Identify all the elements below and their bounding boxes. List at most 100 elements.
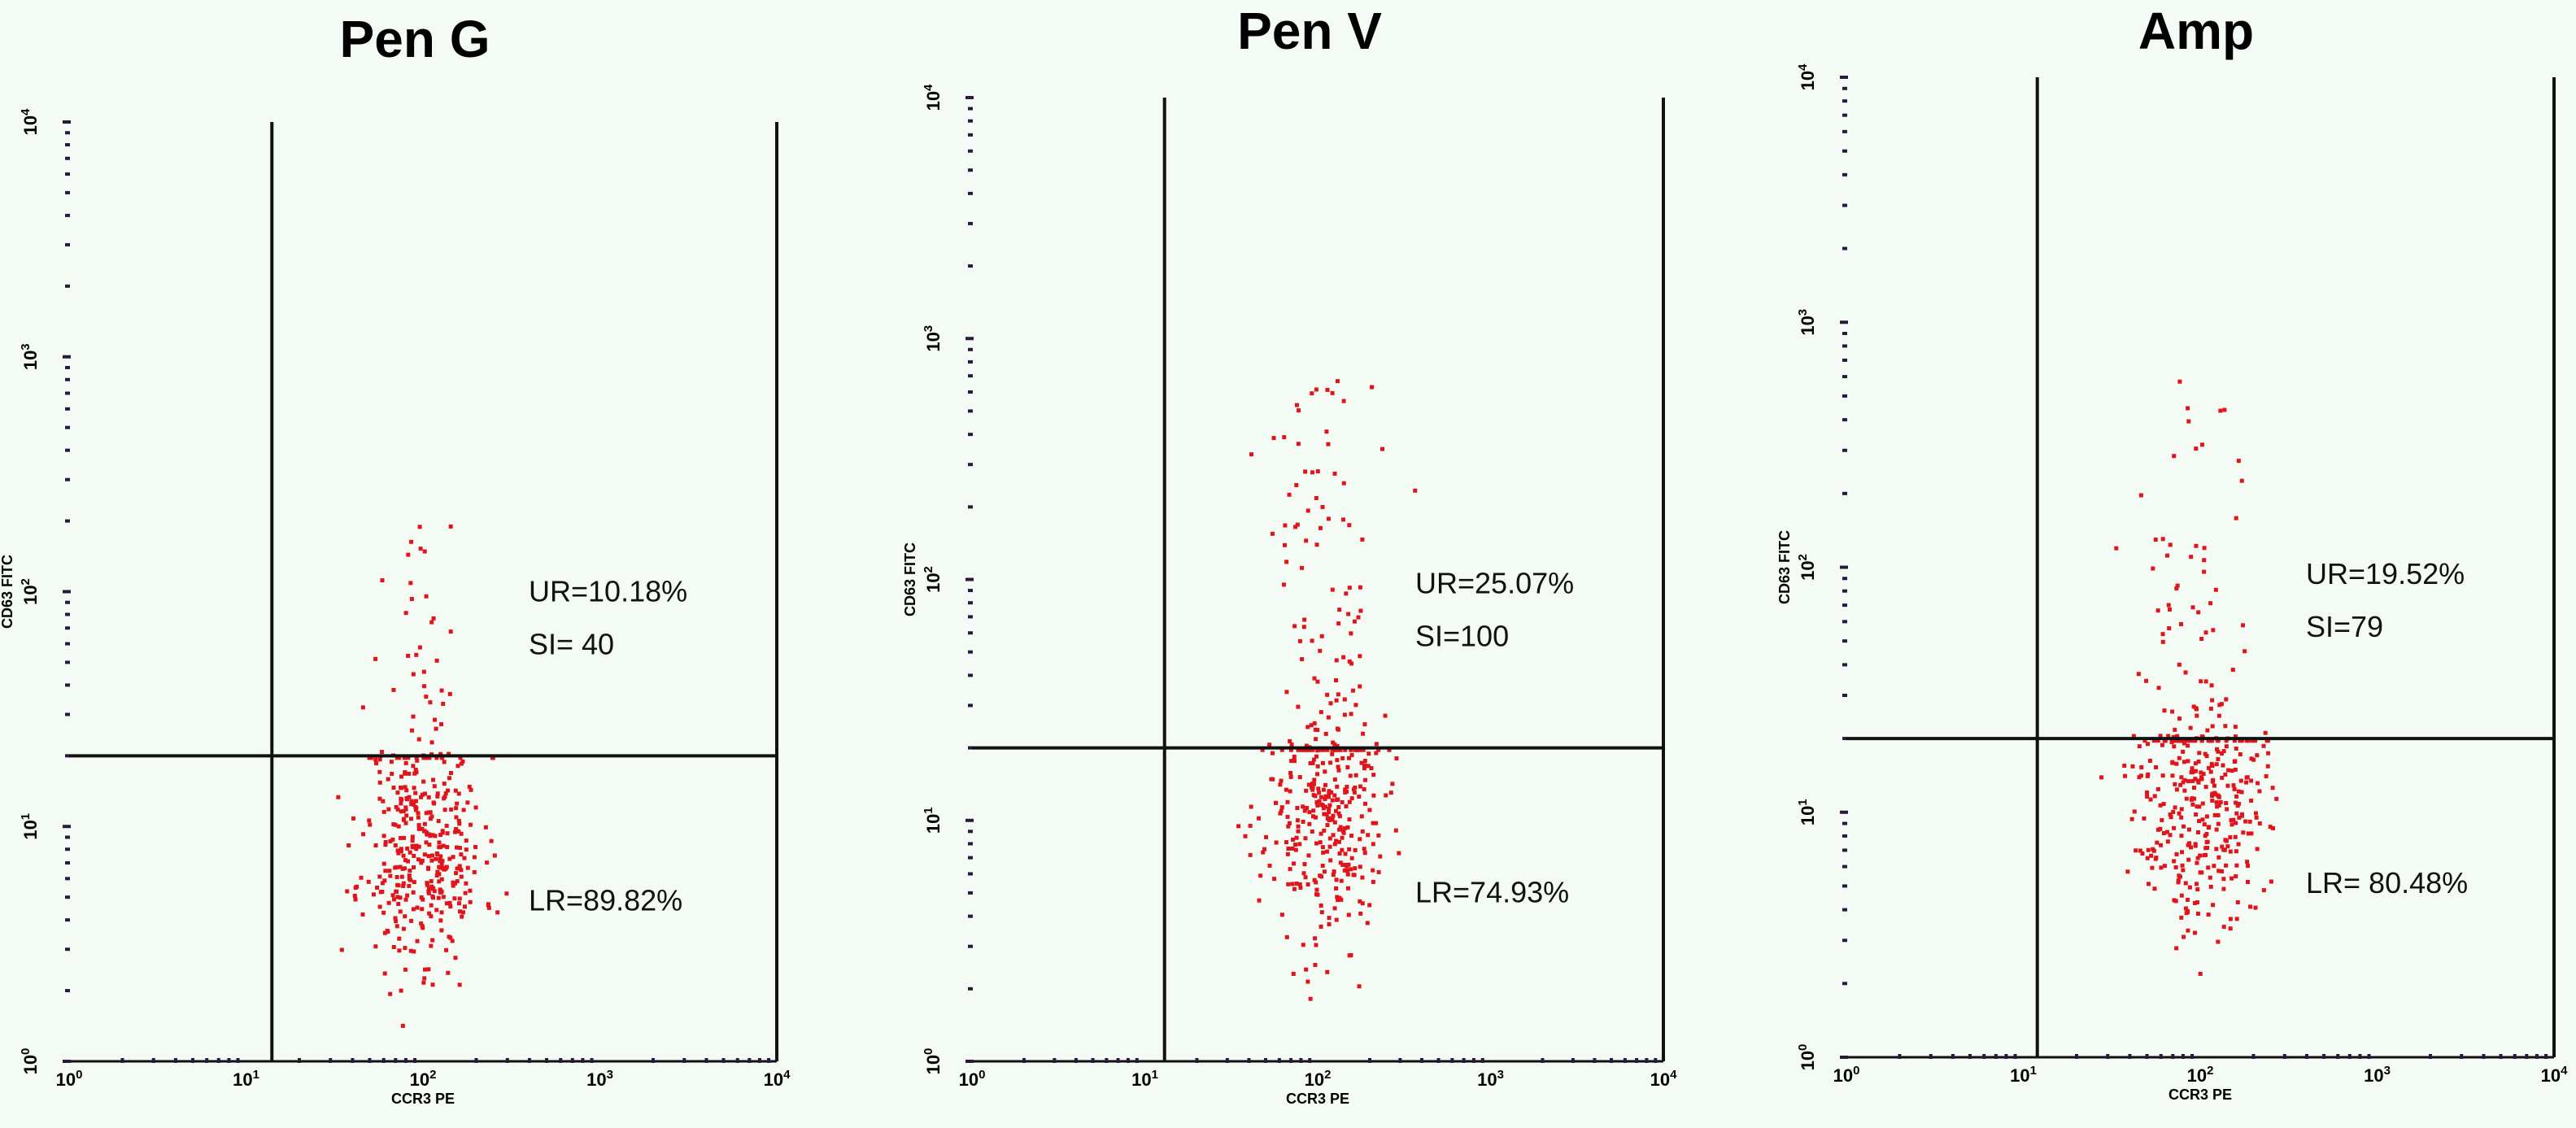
- data-point: [2168, 833, 2173, 838]
- data-point: [2232, 786, 2237, 791]
- data-point: [1310, 787, 1315, 792]
- data-point: [2168, 815, 2173, 820]
- x-minor-tick: [1022, 1058, 1026, 1063]
- data-point: [438, 888, 442, 893]
- data-point: [457, 864, 462, 869]
- data-point: [403, 760, 408, 765]
- data-point: [2203, 751, 2208, 756]
- y-minor-tick: [968, 830, 973, 834]
- data-point: [1327, 803, 1332, 808]
- data-point: [1320, 803, 1325, 808]
- data-point: [2205, 728, 2210, 733]
- upper-right-percentage: UR=25.07%: [1415, 567, 1574, 600]
- data-point: [2144, 678, 2149, 683]
- data-point: [380, 881, 385, 886]
- data-point: [2125, 869, 2130, 874]
- data-point: [422, 684, 427, 689]
- data-point: [2234, 516, 2238, 520]
- data-point: [2209, 683, 2214, 688]
- y-minor-tick: [65, 242, 70, 246]
- data-point: [450, 939, 455, 943]
- data-point: [2186, 743, 2190, 748]
- data-point: [1362, 801, 1367, 806]
- data-point: [1318, 873, 1323, 878]
- x-minor-tick: [2367, 1054, 2371, 1059]
- data-point: [1326, 442, 1331, 446]
- data-point: [1319, 747, 1324, 752]
- data-point: [2177, 379, 2182, 384]
- data-point: [1334, 678, 1339, 683]
- data-point: [1326, 715, 1331, 720]
- data-point: [2210, 698, 2215, 703]
- data-point: [2155, 840, 2160, 845]
- data-point: [483, 825, 488, 830]
- data-point: [457, 909, 462, 914]
- y-minor-tick: [1842, 99, 1847, 103]
- data-point: [2186, 406, 2190, 411]
- data-point: [2250, 738, 2255, 743]
- x-minor-tick: [2347, 1054, 2352, 1059]
- data-point: [430, 938, 435, 943]
- data-point: [2195, 860, 2199, 865]
- data-point: [1362, 777, 1367, 782]
- data-point: [2239, 738, 2244, 743]
- y-minor-tick: [1842, 344, 1847, 348]
- data-point: [2229, 769, 2234, 773]
- data-point: [401, 883, 406, 888]
- data-point: [2151, 738, 2156, 743]
- data-point: [2164, 830, 2169, 834]
- y-minor-tick: [1842, 639, 1847, 643]
- x-tick-label: 101: [1131, 1068, 1158, 1090]
- data-point: [433, 834, 438, 838]
- data-point: [2166, 734, 2171, 738]
- data-point: [1325, 747, 1330, 752]
- data-point: [1281, 582, 1286, 587]
- data-point: [347, 843, 351, 848]
- data-point: [1292, 886, 1297, 891]
- data-point: [1343, 790, 1348, 795]
- data-point: [1288, 867, 1292, 872]
- data-point: [1336, 747, 1340, 752]
- data-point: [2208, 706, 2213, 711]
- data-point: [2206, 912, 2211, 917]
- data-point: [2239, 790, 2244, 795]
- data-point: [455, 801, 460, 806]
- data-point: [1371, 773, 1376, 777]
- data-point: [367, 818, 372, 823]
- data-point: [2165, 839, 2170, 844]
- x-minor-tick: [1436, 1058, 1441, 1063]
- data-point: [2264, 773, 2269, 778]
- y-minor-tick: [968, 191, 973, 195]
- data-point: [2173, 782, 2177, 786]
- data-point: [390, 893, 395, 898]
- data-point: [1336, 727, 1340, 732]
- y-minor-tick: [968, 589, 973, 593]
- data-point: [462, 904, 467, 909]
- data-point: [1312, 676, 1317, 681]
- data-point: [2202, 822, 2207, 827]
- data-point: [468, 888, 473, 893]
- data-point: [424, 695, 429, 699]
- data-point: [1374, 742, 1379, 747]
- data-point: [421, 779, 426, 784]
- data-point: [1397, 851, 1401, 856]
- x-minor-tick: [2013, 1054, 2017, 1059]
- data-point: [412, 949, 416, 954]
- data-point: [1286, 824, 1291, 829]
- data-point: [438, 854, 443, 859]
- data-point: [2215, 804, 2220, 809]
- data-point: [425, 832, 429, 837]
- data-point: [421, 669, 426, 674]
- data-point: [438, 857, 442, 862]
- data-point: [442, 808, 447, 812]
- data-point: [1327, 844, 1332, 849]
- data-point: [2170, 760, 2175, 764]
- data-point: [415, 939, 420, 943]
- data-point: [2147, 882, 2151, 886]
- data-point: [401, 853, 406, 858]
- data-point: [366, 879, 371, 884]
- data-point: [371, 892, 376, 897]
- data-point: [2174, 761, 2179, 766]
- data-point: [414, 770, 419, 775]
- data-point: [2195, 900, 2199, 905]
